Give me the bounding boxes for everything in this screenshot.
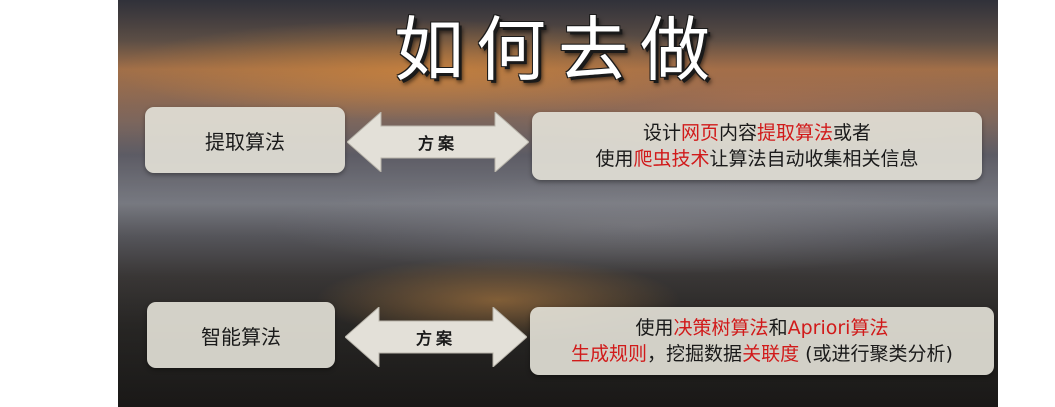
desc-text: 内容 <box>718 122 757 144</box>
double-arrow-icon <box>345 307 527 367</box>
desc-highlight: 提取算法 <box>757 122 834 144</box>
desc-text: 和 <box>768 317 788 339</box>
slide-title: 如何去做 <box>394 9 722 91</box>
desc-highlight: 决策树算法 <box>673 317 769 339</box>
desc-text: 设计 <box>642 122 681 144</box>
presentation-slide: 如何去做 提取算法 方案 设计网页内容提取算法或者 使用爬虫技术让算法自动收集相… <box>118 0 998 407</box>
desc-highlight: 关联度 <box>742 343 800 365</box>
desc-text: 或者 <box>833 122 872 144</box>
description-line-2: 生成规则，挖掘数据关联度 (或进行聚类分析) <box>571 341 953 367</box>
arrow-label: 方案 <box>417 134 458 153</box>
double-arrow-2: 方案 <box>345 307 527 367</box>
label-box-intelligent-algorithm: 智能算法 <box>147 302 335 368</box>
desc-text: 使用 <box>595 148 634 170</box>
desc-highlight: 网页 <box>680 122 719 144</box>
label-box-extraction-algorithm: 提取算法 <box>145 107 345 173</box>
description-line-1: 使用决策树算法和Apriori算法 <box>636 315 889 341</box>
label-text: 提取算法 <box>205 129 285 154</box>
description-box-2: 使用决策树算法和Apriori算法 生成规则，挖掘数据关联度 (或进行聚类分析) <box>530 307 994 375</box>
double-arrow-1: 方案 <box>347 112 529 172</box>
arrow-label: 方案 <box>415 329 456 348</box>
desc-highlight: 生成规则 <box>571 343 648 365</box>
desc-highlight: Apriori算法 <box>787 317 889 339</box>
desc-text: 使用 <box>635 317 674 339</box>
description-line-1: 设计网页内容提取算法或者 <box>643 120 871 146</box>
label-text: 智能算法 <box>201 324 281 349</box>
description-box-1: 设计网页内容提取算法或者 使用爬虫技术让算法自动收集相关信息 <box>532 112 982 180</box>
desc-highlight: 爬虫技术 <box>633 148 710 170</box>
desc-text: 让算法自动收集相关信息 <box>709 148 919 170</box>
double-arrow-icon <box>347 112 529 172</box>
desc-text: (或进行聚类分析) <box>799 343 953 365</box>
desc-text: ，挖掘数据 <box>647 343 743 365</box>
description-line-2: 使用爬虫技术让算法自动收集相关信息 <box>595 146 918 172</box>
